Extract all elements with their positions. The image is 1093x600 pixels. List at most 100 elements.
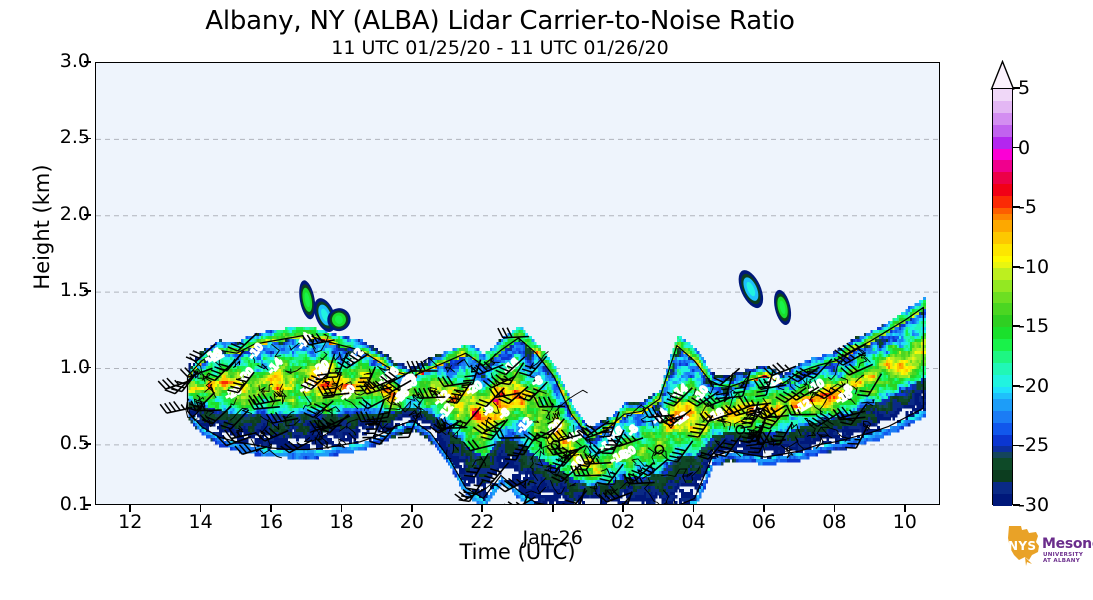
- x-tick-mark: [199, 505, 202, 512]
- wind-barb: [377, 391, 396, 420]
- wind-barb: [437, 375, 470, 388]
- y-tick-label: 2.0: [59, 202, 90, 225]
- wind-barb: [814, 382, 846, 400]
- wind-barb: [498, 362, 525, 386]
- colorbar-segment: [993, 434, 1012, 447]
- x-tick-mark: [270, 505, 272, 512]
- wind-barb: [157, 377, 191, 390]
- wind-barb: [227, 332, 258, 352]
- wind-barb: [709, 367, 741, 387]
- elevated-feature: [327, 308, 351, 332]
- wind-barb: [365, 398, 386, 426]
- colorbar-segment: [993, 422, 1012, 435]
- wind-barb: [808, 411, 841, 428]
- y-tick-mark: [84, 61, 91, 63]
- wind-barb: [570, 465, 602, 477]
- wind-barb: [190, 400, 222, 412]
- wind-barb: [362, 377, 396, 390]
- wind-barb: [482, 374, 516, 389]
- elevated-feature: [299, 280, 316, 320]
- wind-barb: [397, 412, 420, 439]
- colorbar-segment: [993, 386, 1012, 393]
- cnr-cells: [188, 297, 926, 504]
- colorbar-segment: [993, 148, 1012, 161]
- y-tick-label: 1.5: [59, 279, 90, 302]
- wind-barb: [201, 405, 232, 425]
- colorbar-segment: [993, 243, 1012, 256]
- colorbar-tick-mark: [1013, 265, 1020, 268]
- wind-barb: [280, 439, 313, 454]
- x-tick-label: 16: [258, 511, 284, 533]
- colorbar-tick-label: -20: [1018, 374, 1050, 397]
- colorbar-segment: [993, 291, 1012, 304]
- x-tick-label: 14: [188, 511, 213, 533]
- colorbar-segment: [993, 470, 1012, 483]
- wind-barb: [224, 428, 257, 440]
- calm-wind-symbol: [550, 439, 561, 450]
- colorbar-tick-mark: [1013, 87, 1020, 89]
- wind-barb: [309, 418, 342, 431]
- wind-barb: [227, 371, 255, 394]
- colorbar-tick-mark: [1013, 206, 1020, 208]
- colorbar: [992, 88, 1013, 506]
- wind-barb: [265, 411, 299, 424]
- colorbar-segment: [993, 100, 1012, 113]
- colorbar-segment: [993, 446, 1012, 453]
- x-tick-mark: [622, 505, 624, 512]
- wind-barb: [248, 392, 281, 406]
- colorbar-tick-mark: [1013, 146, 1020, 149]
- y-tick-mark: [84, 504, 91, 506]
- heatmap-canvas: -12-12-16-14-16-8-12-20-8-20-12-20-16-14…: [96, 138, 939, 504]
- wind-barb: [714, 372, 734, 400]
- x-tick-mark: [481, 505, 484, 512]
- wind-barb: [714, 434, 742, 458]
- colorbar-tick-mark: [1013, 504, 1020, 506]
- new-york-state-icon: [1008, 526, 1039, 566]
- wind-barb: [473, 419, 506, 435]
- wind-barb: [303, 400, 334, 419]
- wind-barb: [840, 363, 874, 376]
- x-tick-label: Jan-26: [522, 527, 583, 549]
- wind-barb: [159, 400, 193, 414]
- page-subtitle: 11 UTC 01/25/20 - 11 UTC 01/26/20: [331, 37, 669, 59]
- wind-barb: [461, 359, 482, 387]
- contour-lines: [185, 334, 875, 504]
- wind-barb: [302, 332, 335, 346]
- colorbar-segment: [993, 196, 1012, 209]
- wind-barb: [315, 353, 336, 381]
- wind-barb: [480, 418, 509, 441]
- wind-barb: [406, 360, 438, 372]
- wind-barb: [470, 361, 504, 376]
- wind-barb: [533, 396, 566, 408]
- wind-barb: [463, 453, 489, 478]
- wind-barb: [833, 351, 866, 366]
- colorbar-segment: [993, 124, 1012, 137]
- wind-barb: [697, 438, 727, 460]
- wind-barb: [601, 429, 625, 455]
- colorbar-segment: [993, 160, 1012, 173]
- y-tick-label: 3.0: [59, 50, 90, 72]
- wind-barb: [598, 488, 632, 503]
- colorbar-segment: [993, 303, 1012, 316]
- wind-barb: [517, 493, 530, 504]
- nys-mesonet-logo: NYS Mesonet UNIVERSITY AT ALBANY: [1005, 524, 1093, 570]
- wind-barb: [699, 394, 733, 408]
- wind-barb: [755, 369, 775, 398]
- wind-barb: [185, 343, 216, 362]
- wind-barb: [666, 440, 694, 463]
- wind-barb: [337, 353, 369, 369]
- y-tick-mark: [84, 137, 91, 140]
- wind-barb: [179, 367, 213, 378]
- wind-barb: [518, 355, 548, 377]
- colorbar-tick-label: -30: [1018, 494, 1050, 516]
- colorbar-segment: [993, 315, 1012, 328]
- x-tick-mark: [763, 505, 765, 512]
- wind-barb: [544, 451, 573, 474]
- wind-barb: [454, 487, 487, 502]
- colorbar-tick-mark: [1013, 325, 1020, 328]
- x-tick-mark: [903, 505, 906, 512]
- wind-barb: [358, 395, 391, 410]
- logo-university-text: UNIVERSITY AT ALBANY: [1043, 552, 1084, 564]
- wind-barb: [731, 370, 752, 399]
- x-tick-mark: [129, 505, 131, 512]
